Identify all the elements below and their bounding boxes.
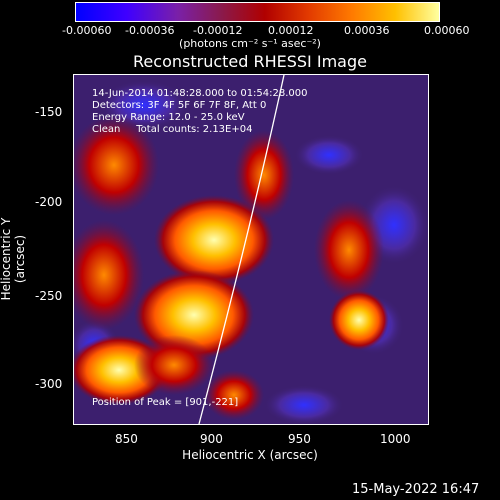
solar-limb-line	[198, 75, 285, 424]
x-axis-label: Heliocentric X (arcsec)	[182, 448, 318, 462]
date-stamp: 15-May-2022 16:47	[352, 482, 480, 497]
energy-range-label: Energy Range: 12.0 - 25.0 keV	[92, 112, 245, 123]
colorbar	[75, 2, 440, 22]
emission-region	[314, 200, 384, 300]
emission-region	[74, 115, 159, 215]
y-tick-label: -200	[35, 195, 63, 209]
y-tick-label: -250	[35, 289, 63, 303]
time-range-label: 14-Jun-2014 01:48:28.000 to 01:54:28.000	[92, 88, 308, 99]
colorbar-tick-label: 0.00060	[424, 24, 470, 37]
colorbar-tick-label: -0.00012	[193, 24, 243, 37]
emission-region	[154, 195, 274, 285]
detectors-label: Detectors: 3F 4F 5F 6F 7F 8F, Att 0	[92, 100, 267, 111]
method-counts-label: Clean Total counts: 2.13E+04	[92, 124, 253, 135]
colorbar-tick-label: -0.00060	[62, 24, 112, 37]
y-axis-label: Heliocentric Y (arcsec)	[0, 217, 27, 301]
y-tick-label: -300	[35, 377, 63, 391]
peak-position-label: Position of Peak = [901,-221]	[92, 397, 239, 408]
emission-region	[74, 220, 144, 330]
x-tick-label: 900	[200, 432, 223, 446]
negative-region	[294, 135, 364, 175]
negative-region	[264, 385, 344, 424]
colorbar-tick-label: 0.00036	[344, 24, 390, 37]
y-tick-label: -150	[35, 105, 63, 119]
colorbar-tick-label: -0.00036	[125, 24, 175, 37]
emission-region	[329, 290, 389, 350]
x-tick-label: 850	[115, 432, 138, 446]
colorbar-tick-label: 0.00012	[268, 24, 314, 37]
rhessi-image	[73, 74, 429, 425]
colorbar-units: (photons cm⁻² s⁻¹ asec⁻²)	[179, 37, 321, 50]
image-title: Reconstructed RHESSI Image	[133, 52, 367, 71]
emission-map	[74, 75, 428, 424]
emission-region	[204, 370, 264, 420]
emission-region	[234, 130, 294, 220]
x-tick-label: 950	[288, 432, 311, 446]
x-tick-label: 1000	[380, 432, 411, 446]
emission-region	[134, 335, 214, 395]
